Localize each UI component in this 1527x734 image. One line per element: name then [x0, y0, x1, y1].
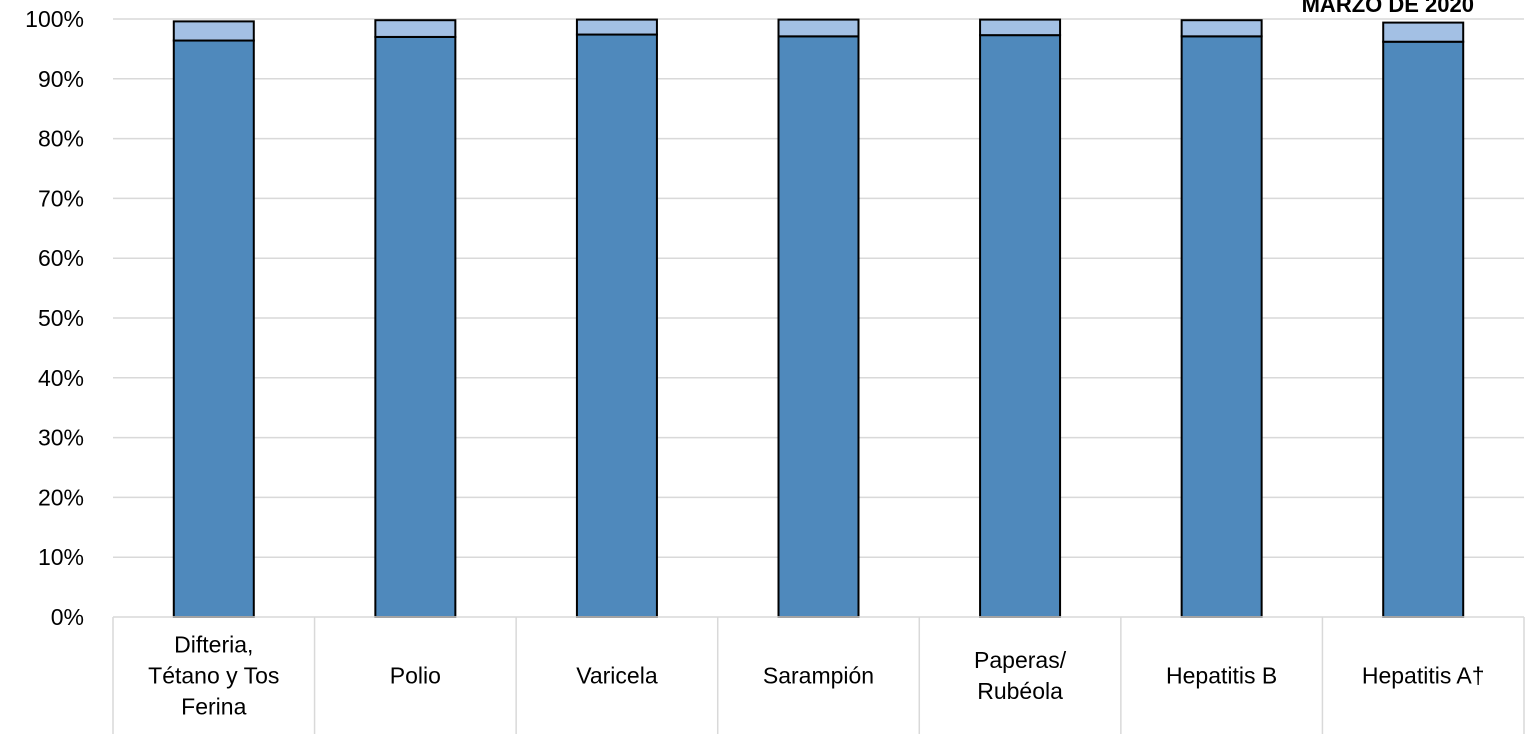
- chart-title: MARZO DE 2020: [1302, 0, 1474, 17]
- y-tick-label: 80%: [38, 126, 84, 152]
- category-label-line: Tétano y Tos: [148, 663, 279, 689]
- bar-segment-secondary: [172, 20, 255, 42]
- category-label-line: Hepatitis B: [1166, 663, 1277, 689]
- bar-segment-secondary: [575, 18, 658, 36]
- bar-segment-secondary: [777, 18, 860, 38]
- category-label-line: Sarampión: [763, 663, 874, 689]
- y-axis-tick-labels: 0% 10% 20% 30% 40% 50% 60% 70% 80% 90% 100%: [25, 6, 84, 630]
- bar-segment-primary: [172, 39, 255, 618]
- y-tick-label: 100%: [25, 6, 84, 32]
- category-label-line: Paperas/: [974, 647, 1067, 673]
- category-label: Hepatitis A†: [1362, 663, 1485, 689]
- category-label: Hepatitis B: [1166, 663, 1277, 689]
- category-label-line: Hepatitis A†: [1362, 663, 1485, 689]
- category-label: Polio: [390, 663, 441, 689]
- category-label-line: Difteria,: [174, 632, 253, 658]
- category-label: Varicela: [576, 663, 658, 689]
- category-axis-table: Difteria, Tétano y Tos Ferina Polio Varicela…: [112, 616, 1525, 734]
- category-label: Paperas/Rubéola: [974, 647, 1067, 704]
- bar-segment-secondary: [374, 19, 457, 38]
- y-tick-label: 90%: [38, 66, 84, 92]
- y-tick-label: 30%: [38, 425, 84, 451]
- bar-segment-secondary: [1382, 21, 1465, 43]
- category-label: Difteria, Tétano y Tos Ferina: [148, 632, 279, 720]
- y-tick-label: 0%: [51, 604, 84, 630]
- category-label: Sarampión: [763, 663, 874, 689]
- category-label-line: Varicela: [576, 663, 658, 689]
- bar-segment-secondary: [979, 18, 1062, 37]
- y-tick-label: 40%: [38, 365, 84, 391]
- category-label-line: Ferina: [181, 694, 246, 720]
- bars: [172, 18, 1465, 619]
- y-tick-label: 60%: [38, 245, 84, 271]
- y-tick-label: 10%: [38, 544, 84, 570]
- bar-segment-primary: [575, 33, 658, 619]
- y-tick-label: 50%: [38, 305, 84, 331]
- category-label-line: Rubéola: [977, 678, 1063, 704]
- bar-segment-primary: [979, 34, 1062, 619]
- category-label-line: Polio: [390, 663, 441, 689]
- bar-segment-primary: [374, 35, 457, 618]
- bar-segment-primary: [1180, 35, 1263, 619]
- y-tick-label: 70%: [38, 185, 84, 211]
- bar-segment-secondary: [1180, 19, 1263, 38]
- y-tick-label: 20%: [38, 484, 84, 510]
- bar-segment-primary: [777, 35, 860, 619]
- bar-segment-primary: [1382, 40, 1465, 618]
